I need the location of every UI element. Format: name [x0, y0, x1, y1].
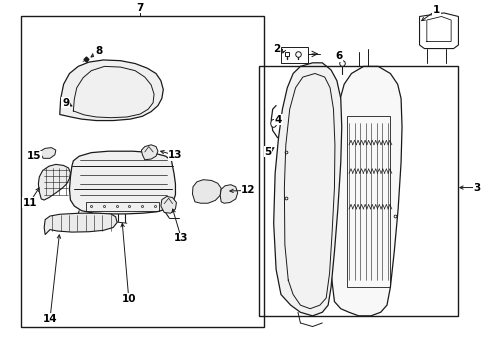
Text: 5: 5 — [264, 147, 271, 157]
Polygon shape — [161, 197, 176, 213]
Polygon shape — [419, 13, 458, 49]
Text: 11: 11 — [22, 198, 37, 207]
Polygon shape — [40, 148, 56, 158]
Polygon shape — [273, 63, 341, 316]
Bar — [21, 17, 264, 327]
Bar — [86, 202, 159, 211]
Polygon shape — [329, 66, 401, 316]
Polygon shape — [192, 180, 221, 203]
Polygon shape — [220, 185, 237, 203]
Bar — [259, 66, 458, 316]
Text: 4: 4 — [274, 115, 282, 125]
Polygon shape — [60, 60, 163, 121]
Text: 2: 2 — [273, 44, 280, 54]
Bar — [346, 116, 389, 287]
Text: 9: 9 — [62, 98, 69, 108]
Polygon shape — [69, 151, 175, 214]
Text: 3: 3 — [472, 183, 480, 193]
Bar — [281, 47, 307, 63]
Polygon shape — [141, 145, 158, 160]
Polygon shape — [38, 165, 70, 200]
Ellipse shape — [270, 120, 276, 127]
Text: 15: 15 — [27, 151, 41, 161]
Text: 14: 14 — [42, 314, 57, 324]
Text: 6: 6 — [335, 51, 342, 62]
Text: 10: 10 — [122, 294, 136, 304]
Text: 12: 12 — [241, 185, 255, 195]
Text: 8: 8 — [95, 46, 102, 57]
Text: 1: 1 — [432, 5, 439, 15]
Text: 7: 7 — [136, 3, 143, 13]
Text: 13: 13 — [174, 233, 188, 243]
Text: 13: 13 — [168, 150, 183, 161]
Polygon shape — [44, 213, 117, 235]
